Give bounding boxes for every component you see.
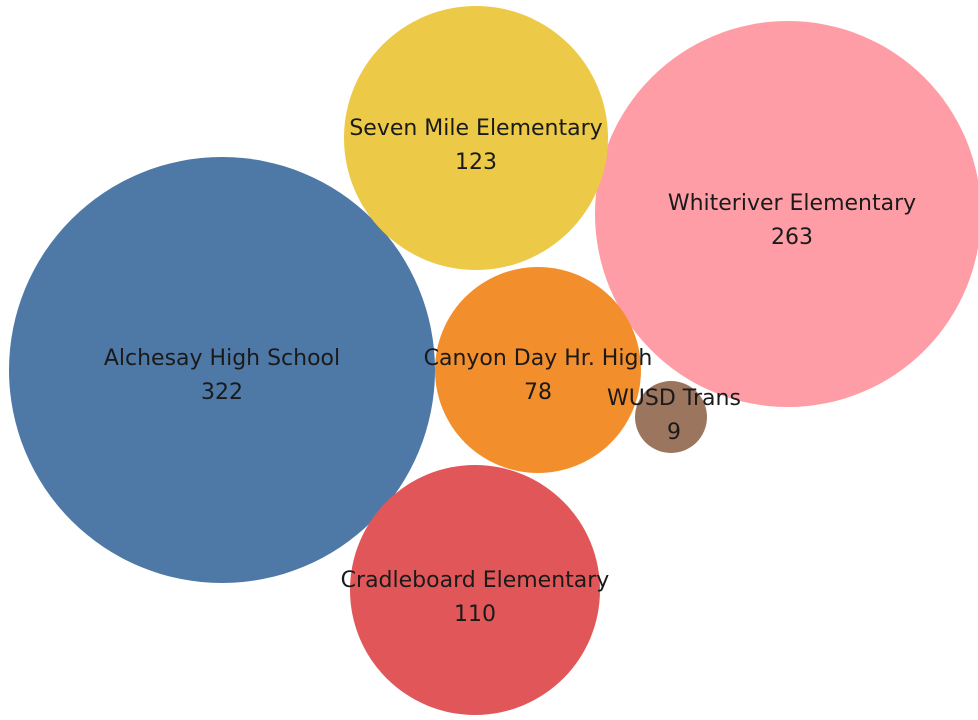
bubble-label-canyon-day-hr-high: Canyon Day Hr. High	[424, 346, 653, 371]
bubble-value-whiteriver-elementary: 263	[771, 225, 813, 250]
bubble-value-wusd-trans: 9	[667, 420, 681, 445]
bubble-value-canyon-day-hr-high: 78	[524, 380, 552, 405]
bubble-value-seven-mile-elementary: 123	[455, 150, 497, 175]
bubble-label-whiteriver-elementary: Whiteriver Elementary	[668, 191, 916, 216]
bubble-cradleboard-elementary[interactable]	[350, 465, 600, 715]
bubble-canyon-day-hr-high[interactable]	[435, 267, 641, 473]
bubble-label-wusd-trans: WUSD Trans	[607, 386, 741, 411]
bubble-value-cradleboard-elementary: 110	[454, 602, 496, 627]
bubble-value-alchesay-high-school: 322	[201, 380, 243, 405]
bubble-label-cradleboard-elementary: Cradleboard Elementary	[341, 568, 610, 593]
bubble-label-alchesay-high-school: Alchesay High School	[104, 346, 340, 371]
bubble-wusd-trans[interactable]	[635, 381, 707, 453]
bubble-label-seven-mile-elementary: Seven Mile Elementary	[349, 116, 602, 141]
bubble-alchesay-high-school[interactable]	[9, 157, 435, 583]
bubble-seven-mile-elementary[interactable]	[344, 6, 608, 270]
bubble-whiteriver-elementary[interactable]	[595, 21, 978, 407]
